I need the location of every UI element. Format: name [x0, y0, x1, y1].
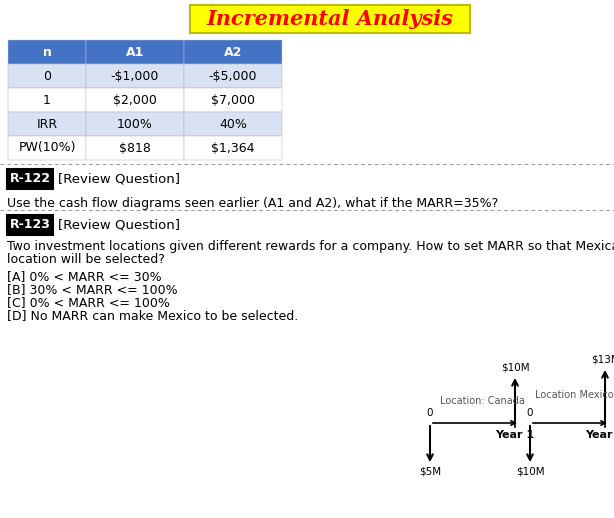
Text: -$5,000: -$5,000	[209, 69, 257, 82]
FancyBboxPatch shape	[86, 64, 184, 88]
Text: $818: $818	[119, 141, 151, 154]
Text: location will be selected?: location will be selected?	[7, 253, 165, 266]
Text: 1: 1	[43, 94, 51, 107]
Text: [C] 0% < MARR <= 100%: [C] 0% < MARR <= 100%	[7, 296, 170, 309]
FancyBboxPatch shape	[8, 88, 86, 112]
FancyBboxPatch shape	[184, 88, 282, 112]
Text: $2,000: $2,000	[113, 94, 157, 107]
FancyBboxPatch shape	[8, 136, 86, 160]
FancyBboxPatch shape	[86, 40, 184, 64]
Text: $10M: $10M	[516, 467, 545, 477]
Text: $13M: $13M	[591, 355, 614, 365]
Text: A2: A2	[224, 46, 242, 59]
Text: 40%: 40%	[219, 118, 247, 131]
Text: [Review Question]: [Review Question]	[58, 172, 180, 185]
Text: PW(10%): PW(10%)	[18, 141, 76, 154]
Text: 0: 0	[43, 69, 51, 82]
Text: Location: Canada: Location: Canada	[440, 396, 525, 406]
Text: [D] No MARR can make Mexico to be selected.: [D] No MARR can make Mexico to be select…	[7, 309, 298, 322]
Text: 0: 0	[527, 408, 533, 418]
FancyBboxPatch shape	[184, 40, 282, 64]
Text: [A] 0% < MARR <= 30%: [A] 0% < MARR <= 30%	[7, 270, 161, 283]
FancyBboxPatch shape	[86, 88, 184, 112]
Text: [B] 30% < MARR <= 100%: [B] 30% < MARR <= 100%	[7, 283, 177, 296]
Text: Incremental Analysis: Incremental Analysis	[206, 9, 453, 29]
FancyBboxPatch shape	[7, 169, 53, 189]
FancyBboxPatch shape	[184, 136, 282, 160]
Text: $1,364: $1,364	[211, 141, 255, 154]
FancyBboxPatch shape	[86, 112, 184, 136]
Text: R-122: R-122	[9, 172, 50, 185]
Text: Year 1: Year 1	[585, 430, 614, 440]
FancyBboxPatch shape	[8, 112, 86, 136]
FancyBboxPatch shape	[8, 40, 86, 64]
FancyBboxPatch shape	[184, 112, 282, 136]
Text: Location Mexico: Location Mexico	[535, 390, 613, 400]
Text: 0: 0	[427, 408, 433, 418]
FancyBboxPatch shape	[8, 64, 86, 88]
Text: Year 1: Year 1	[495, 430, 535, 440]
Text: $5M: $5M	[419, 467, 441, 477]
FancyBboxPatch shape	[86, 136, 184, 160]
FancyBboxPatch shape	[7, 215, 53, 235]
Text: -$1,000: -$1,000	[111, 69, 159, 82]
FancyBboxPatch shape	[190, 5, 470, 33]
Text: IRR: IRR	[36, 118, 58, 131]
Text: [Review Question]: [Review Question]	[58, 219, 180, 232]
Text: 100%: 100%	[117, 118, 153, 131]
Text: Use the cash flow diagrams seen earlier (A1 and A2), what if the MARR=35%?: Use the cash flow diagrams seen earlier …	[7, 197, 498, 210]
Text: R-123: R-123	[10, 219, 50, 232]
Text: n: n	[42, 46, 52, 59]
Text: $7,000: $7,000	[211, 94, 255, 107]
FancyBboxPatch shape	[184, 64, 282, 88]
Text: Two investment locations given different rewards for a company. How to set MARR : Two investment locations given different…	[7, 240, 614, 253]
Text: $10M: $10M	[500, 363, 529, 373]
Text: A1: A1	[126, 46, 144, 59]
